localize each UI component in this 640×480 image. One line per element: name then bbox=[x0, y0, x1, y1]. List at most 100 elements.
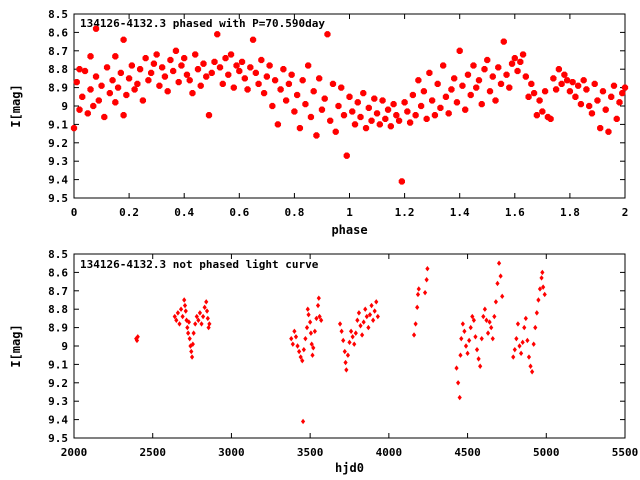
data-point bbox=[175, 78, 182, 86]
x-axis-label: phase bbox=[331, 223, 367, 237]
data-point bbox=[112, 53, 119, 60]
data-point bbox=[572, 93, 579, 100]
data-point bbox=[358, 323, 363, 329]
data-point bbox=[473, 84, 480, 91]
data-point bbox=[194, 313, 199, 320]
data-point bbox=[225, 71, 232, 78]
data-point bbox=[413, 321, 418, 327]
y-tick-label: 9 bbox=[61, 340, 68, 353]
data-point bbox=[621, 84, 629, 91]
data-point bbox=[324, 31, 331, 38]
data-point bbox=[309, 341, 314, 347]
data-point bbox=[142, 55, 149, 62]
data-point bbox=[541, 284, 546, 290]
data-point bbox=[440, 62, 447, 69]
data-point bbox=[300, 418, 306, 425]
data-point bbox=[489, 73, 496, 80]
data-point bbox=[208, 69, 215, 77]
data-point bbox=[183, 308, 188, 314]
data-point bbox=[204, 299, 209, 305]
data-point bbox=[539, 275, 544, 281]
x-tick-label: 0.6 bbox=[229, 206, 249, 219]
data-point bbox=[307, 113, 315, 121]
data-point bbox=[588, 110, 596, 117]
data-point bbox=[249, 36, 257, 43]
y-tick-label: 8.5 bbox=[48, 248, 68, 261]
data-point bbox=[319, 317, 324, 323]
data-point bbox=[346, 93, 353, 100]
chart-title: 134126-4132.3 phased with P=70.590day bbox=[80, 17, 325, 30]
data-point bbox=[306, 312, 311, 318]
data-point bbox=[525, 337, 530, 344]
data-point bbox=[390, 101, 397, 108]
data-point bbox=[415, 291, 421, 298]
x-tick-label: 0.4 bbox=[174, 206, 194, 219]
data-point bbox=[244, 86, 251, 93]
data-point bbox=[597, 124, 604, 132]
data-point bbox=[458, 352, 463, 358]
data-point bbox=[470, 313, 475, 320]
x-tick-label: 0.2 bbox=[119, 206, 139, 219]
y-tick-label: 8.9 bbox=[48, 82, 68, 95]
data-point bbox=[492, 313, 497, 320]
data-point bbox=[481, 66, 488, 73]
y-tick-label: 8.6 bbox=[48, 26, 68, 39]
y-tick-label: 8.8 bbox=[48, 303, 68, 316]
data-point bbox=[260, 89, 268, 97]
data-point bbox=[470, 62, 477, 69]
data-point bbox=[159, 64, 166, 71]
data-point bbox=[512, 346, 517, 353]
data-point bbox=[109, 77, 116, 84]
data-point bbox=[462, 328, 467, 334]
data-point bbox=[170, 67, 177, 75]
data-point bbox=[406, 119, 414, 126]
data-point bbox=[508, 60, 516, 67]
data-point bbox=[197, 82, 204, 89]
data-point bbox=[194, 66, 202, 73]
data-point bbox=[187, 335, 192, 342]
y-tick-label: 9 bbox=[61, 100, 68, 113]
data-point bbox=[367, 312, 373, 318]
plot-frame bbox=[73, 253, 626, 439]
data-point bbox=[373, 110, 381, 117]
data-point bbox=[431, 112, 439, 119]
data-point bbox=[371, 95, 378, 102]
x-tick-label: 1 bbox=[346, 206, 353, 219]
data-point bbox=[498, 273, 503, 279]
data-point bbox=[182, 302, 188, 309]
data-point bbox=[329, 80, 337, 88]
data-point bbox=[530, 369, 535, 375]
data-point bbox=[369, 302, 374, 309]
data-point bbox=[95, 97, 102, 104]
data-point bbox=[313, 132, 320, 139]
data-point bbox=[314, 315, 319, 322]
data-point bbox=[178, 306, 184, 312]
data-point bbox=[87, 53, 94, 60]
data-point bbox=[112, 99, 119, 106]
data-point bbox=[485, 330, 491, 336]
data-point bbox=[341, 337, 346, 344]
data-point bbox=[271, 77, 279, 84]
data-point bbox=[207, 321, 212, 327]
data-point bbox=[547, 115, 554, 123]
data-point bbox=[305, 62, 312, 69]
data-point bbox=[354, 99, 361, 106]
data-point bbox=[186, 330, 191, 336]
data-point bbox=[302, 101, 309, 108]
data-point bbox=[321, 95, 328, 102]
data-point bbox=[156, 82, 163, 89]
data-point bbox=[117, 69, 124, 77]
data-point bbox=[515, 321, 521, 327]
data-point bbox=[409, 91, 417, 99]
data-point bbox=[204, 308, 210, 314]
data-point bbox=[139, 97, 147, 104]
data-point bbox=[274, 121, 282, 128]
data-point bbox=[519, 51, 527, 58]
data-point bbox=[114, 84, 122, 91]
y-tick-label: 8.6 bbox=[48, 266, 68, 279]
data-point bbox=[423, 115, 430, 123]
data-point bbox=[355, 317, 360, 323]
data-point bbox=[550, 75, 557, 82]
data-point bbox=[393, 112, 400, 119]
